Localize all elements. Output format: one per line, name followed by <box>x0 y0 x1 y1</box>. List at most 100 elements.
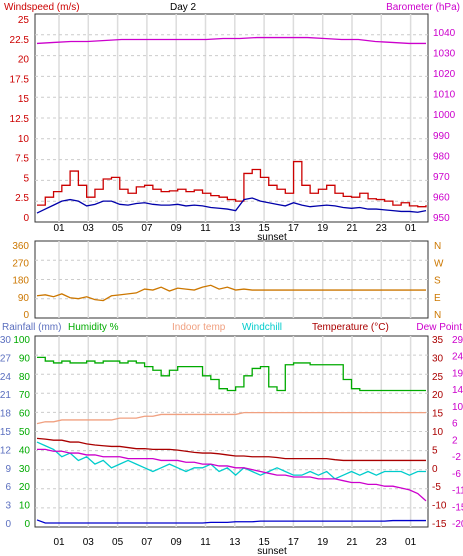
windspeed-gust-line <box>37 160 427 208</box>
x-tick-label: 17 <box>288 223 300 234</box>
temperature-tick: 15 <box>432 409 444 420</box>
windspeed-tick: 7.5 <box>15 154 29 165</box>
direction-compass-tick: N <box>434 310 441 321</box>
rainfall-tick: 12 <box>0 445 11 456</box>
dewpoint-tick: -11 <box>452 486 463 497</box>
direction-compass-tick: E <box>434 293 441 304</box>
temperature-tick: 25 <box>432 372 444 383</box>
x-tick-label: 11 <box>200 223 211 234</box>
x-tick-label: 23 <box>376 223 388 234</box>
windspeed-tick: 12.5 <box>10 114 30 125</box>
legend-dew-point: Dew Point <box>416 322 462 333</box>
barometer-tick: 1010 <box>433 90 456 101</box>
humidity-line <box>37 356 426 392</box>
direction-degree-tick: 0 <box>23 310 29 321</box>
direction-degree-tick: 90 <box>18 293 30 304</box>
temperature-tick: 0 <box>432 464 438 475</box>
legend-humidity: Humidity % <box>68 322 119 333</box>
wind-series <box>36 36 427 214</box>
barometer-tick: 950 <box>433 213 450 224</box>
windspeed-average-line <box>36 197 427 214</box>
humidity-tick: 50 <box>19 427 31 438</box>
dewpoint-tick: 19 <box>452 368 463 379</box>
x-tick-label: 01 <box>405 537 417 548</box>
dewpoint-tick: 24 <box>452 352 463 363</box>
x-tick-label: 13 <box>229 537 241 548</box>
temperature-tick: 5 <box>432 445 438 456</box>
barometer-tick: 1000 <box>433 110 456 121</box>
dewpoint-tick: 10 <box>452 402 463 413</box>
barometer-tick: 1020 <box>433 69 456 80</box>
wind-plot-frame <box>34 13 429 223</box>
barometer-tick: 990 <box>433 131 450 142</box>
x-tick-label: 03 <box>83 537 95 548</box>
humidity-tick: 60 <box>19 409 31 420</box>
chart-title: Day 2 <box>170 2 197 13</box>
direction-degree-tick: 270 <box>12 258 29 269</box>
temperature-tick: -10 <box>432 501 447 512</box>
direction-series <box>36 284 426 302</box>
humidity-tick: 0 <box>24 519 30 530</box>
barometer-tick: 960 <box>433 192 450 203</box>
x-tick-label: 03 <box>83 223 95 234</box>
dewpoint-tick: -6 <box>452 469 461 480</box>
direction-degree-ticks: 0 90 180 270 360 <box>12 241 29 321</box>
dewpoint-tick: 6 <box>452 419 458 430</box>
humidity-tick: 100 <box>13 335 30 346</box>
dewpoint-tick: 14 <box>452 385 463 396</box>
barometer-line <box>36 36 426 45</box>
temperature-tick: 20 <box>432 390 444 401</box>
legend-indoor-temp: Indoor temp <box>172 322 226 333</box>
windspeed-tick: 25 <box>18 15 30 26</box>
humidity-tick: 40 <box>19 445 31 456</box>
temperature-tick: -5 <box>432 482 441 493</box>
temperature-tick: -15 <box>432 519 447 530</box>
legend-windchill: Windchill <box>242 322 282 333</box>
windchill-line <box>36 441 426 480</box>
x-tick-label: 15 <box>259 223 271 234</box>
rainfall-tick: 18 <box>0 409 11 420</box>
humidity-tick: 30 <box>19 464 31 475</box>
humidity-tick: 80 <box>19 372 31 383</box>
x-tick-label: 01 <box>53 537 65 548</box>
x-tick-label: 07 <box>141 537 153 548</box>
wind-barometer-panel: Windspeed (m/s) Day 2 Barometer (hPa) 0 2… <box>4 2 460 243</box>
temperature-tick: 10 <box>432 427 444 438</box>
humidity-tick: 90 <box>19 353 31 364</box>
rainfall-tick: 21 <box>0 390 11 401</box>
windspeed-tick: 10 <box>18 134 30 145</box>
x-tick-label: 05 <box>112 537 124 548</box>
dewpoint-tick: 2 <box>452 435 458 446</box>
direction-plot-frame <box>34 240 429 319</box>
x-tick-label: 19 <box>317 537 329 548</box>
indoor-temp-line <box>36 411 426 425</box>
temperature-tick: 30 <box>432 353 444 364</box>
rainfall-tick: 9 <box>5 464 11 475</box>
windspeed-tick: 17.5 <box>10 74 30 85</box>
barometer-tick: 1040 <box>433 28 456 39</box>
x-tick-label: 11 <box>200 537 211 548</box>
x-tick-label: 23 <box>376 537 388 548</box>
humidity-tick: 70 <box>19 390 31 401</box>
windspeed-tick: 5 <box>23 173 29 184</box>
x-tick-label: 05 <box>112 223 124 234</box>
x-tick-label: 01 <box>53 223 65 234</box>
rainfall-tick: 3 <box>5 501 11 512</box>
barometer-tick: 970 <box>433 172 450 183</box>
temperature-tick: 35 <box>432 335 444 346</box>
rainfall-mm-line <box>36 519 426 524</box>
dewpoint-tick: -2 <box>452 452 461 463</box>
x-tick-label: 09 <box>171 537 183 548</box>
dewpoint-tick: -15 <box>452 502 463 513</box>
temperature-series <box>36 356 427 524</box>
windspeed-ticks: 0 2.5 5 7.5 10 12.5 15 17.5 20 22.5 25 <box>10 15 30 224</box>
temperature-axis-ticks: 0369121518212427300102030405060708090100… <box>0 335 463 530</box>
direction-degree-tick: 180 <box>12 276 29 287</box>
x-tick-label: 21 <box>346 537 358 548</box>
x-tick-label: 01 <box>405 223 417 234</box>
dew-point-line <box>37 448 427 502</box>
rainfall-tick: 0 <box>5 519 11 530</box>
